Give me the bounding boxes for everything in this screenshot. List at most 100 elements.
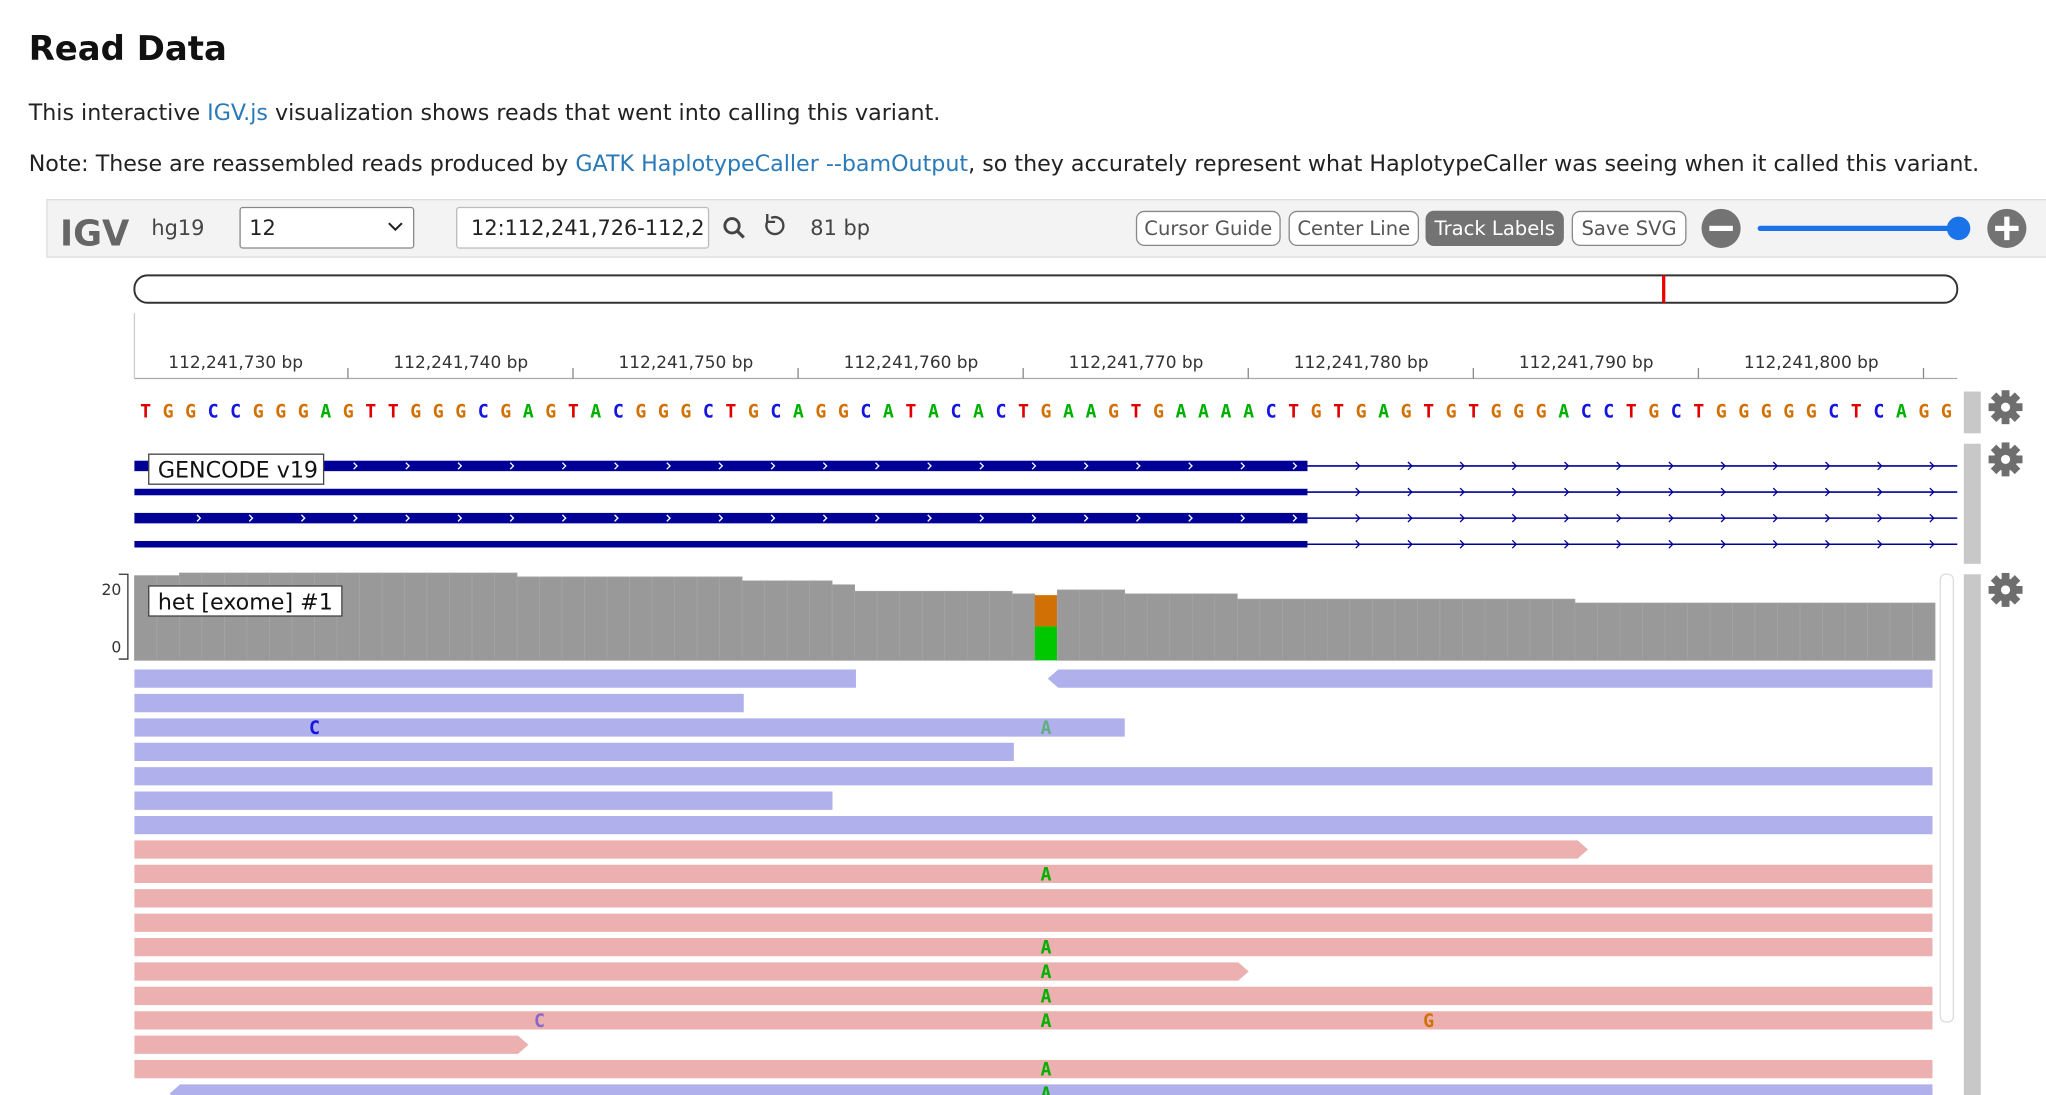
base: G: [1153, 402, 1164, 423]
track-settings[interactable]: [1988, 390, 2023, 425]
track-handle[interactable]: [1963, 391, 1981, 434]
button-label: Cursor Guide: [1144, 217, 1272, 240]
coverage-bar: [1822, 602, 1846, 661]
coverage-bar: [876, 590, 901, 661]
coverage-bar: [1462, 598, 1486, 661]
note-text: Note: These are reassembled reads produc…: [29, 151, 1979, 177]
coverage-scale: 20: [101, 580, 121, 599]
locus-input[interactable]: [456, 206, 710, 249]
strand-arrow: [1616, 461, 1622, 471]
coverage-bar: [1349, 598, 1373, 661]
heading: Read Data: [29, 29, 227, 68]
coverage-bar: [719, 576, 743, 661]
strand-arrow: [509, 514, 515, 522]
ruler-label: 112,241,760 bp: [844, 352, 979, 372]
zoom-in[interactable]: [1987, 208, 2027, 248]
strand-arrow: [1292, 462, 1298, 470]
gear-hole: [2000, 454, 2011, 464]
coverage-bar: [696, 576, 720, 661]
ruler-label: 112,241,800 bp: [1744, 352, 1879, 372]
link[interactable]: IGV.js: [207, 100, 268, 126]
coverage-bar: [1011, 593, 1036, 661]
track-settings[interactable]: [1988, 572, 2023, 607]
read: [134, 913, 1933, 932]
exon: [134, 512, 1308, 524]
strand-arrow: [196, 514, 202, 522]
coverage-bar: [1597, 602, 1621, 661]
base: G: [1513, 402, 1524, 423]
strand-arrow: [1825, 461, 1831, 471]
track-handle[interactable]: [1963, 443, 1981, 564]
base: G: [545, 402, 556, 423]
coverage-bar: [1889, 602, 1913, 661]
ruler-label: 112,241,740 bp: [393, 352, 528, 372]
base: T: [1626, 402, 1637, 423]
strand-arrow: [1668, 539, 1674, 549]
toolbar-button[interactable]: [1135, 210, 1281, 247]
strand-arrow: [1825, 487, 1831, 497]
toolbar-button[interactable]: [1288, 210, 1420, 247]
coverage-bar: [831, 584, 856, 661]
ruler-label: 112,241,790 bp: [1519, 352, 1654, 372]
base: G: [410, 402, 421, 423]
read: [134, 889, 1933, 908]
coverage-bar: [516, 576, 540, 661]
coverage-alt: [1034, 626, 1058, 661]
exon: [134, 460, 1308, 472]
coverage-bar: [764, 580, 788, 661]
strand-arrow: [1355, 487, 1361, 497]
track-settings[interactable]: [1988, 442, 2023, 477]
strand-arrow: [1355, 539, 1361, 549]
coverage-bar: [1146, 593, 1171, 661]
zoom-out[interactable]: [1701, 208, 1741, 248]
strand-arrow: [1772, 487, 1779, 497]
coverage-bar: [1777, 602, 1801, 661]
mismatch: A: [1040, 962, 1051, 983]
strand-arrow: [1459, 513, 1465, 523]
strand-arrow: [1511, 539, 1518, 549]
base: G: [1311, 402, 1322, 423]
base: G: [1401, 402, 1412, 423]
strand-arrow: [1240, 462, 1246, 470]
scrollbar[interactable]: [1939, 573, 1955, 1023]
base: C: [770, 402, 781, 423]
base: A: [523, 402, 534, 423]
strand-arrow: [1083, 514, 1089, 522]
track-handle[interactable]: [1963, 574, 1981, 1095]
coverage-scale: 0: [111, 638, 121, 657]
strand-arrow: [1564, 487, 1570, 497]
base: C: [208, 402, 219, 423]
base: G: [1716, 402, 1727, 423]
strand-arrow: [1564, 539, 1570, 549]
strand-arrow: [1720, 461, 1726, 471]
coverage-scale-bracket: [118, 573, 129, 660]
coverage-ref: [1034, 595, 1058, 627]
strand-arrow: [353, 514, 358, 522]
exon: [134, 488, 1308, 496]
coverage-bar: [471, 572, 495, 661]
zoom-slider[interactable]: [1757, 225, 1958, 232]
base: C: [1603, 402, 1614, 423]
search-icon[interactable]: [723, 217, 745, 239]
genome: hg19: [151, 216, 204, 240]
coverage-bar: [1079, 589, 1103, 661]
link[interactable]: GATK HaplotypeCaller --bamOutput: [575, 151, 968, 177]
dropdown-arrow: [388, 222, 403, 232]
base: G: [1738, 402, 1749, 423]
refresh-icon[interactable]: [765, 214, 785, 236]
strand-arrow: [1877, 513, 1883, 523]
toolbar-button[interactable]: [1425, 210, 1564, 247]
coverage-bar: [404, 572, 428, 661]
strand-arrow: [927, 514, 932, 522]
strand-arrow: [1616, 513, 1622, 523]
strand-arrow: [1720, 539, 1726, 549]
read: [134, 1035, 529, 1054]
strand-arrow: [822, 514, 828, 522]
base: A: [1086, 402, 1097, 423]
chromosome-select[interactable]: [239, 206, 415, 249]
coverage-bar: [1687, 602, 1711, 661]
toolbar-button[interactable]: [1571, 210, 1687, 247]
slider-thumb[interactable]: [1946, 216, 1971, 241]
coverage-bar: [584, 576, 608, 661]
strand-arrow: [718, 462, 724, 470]
